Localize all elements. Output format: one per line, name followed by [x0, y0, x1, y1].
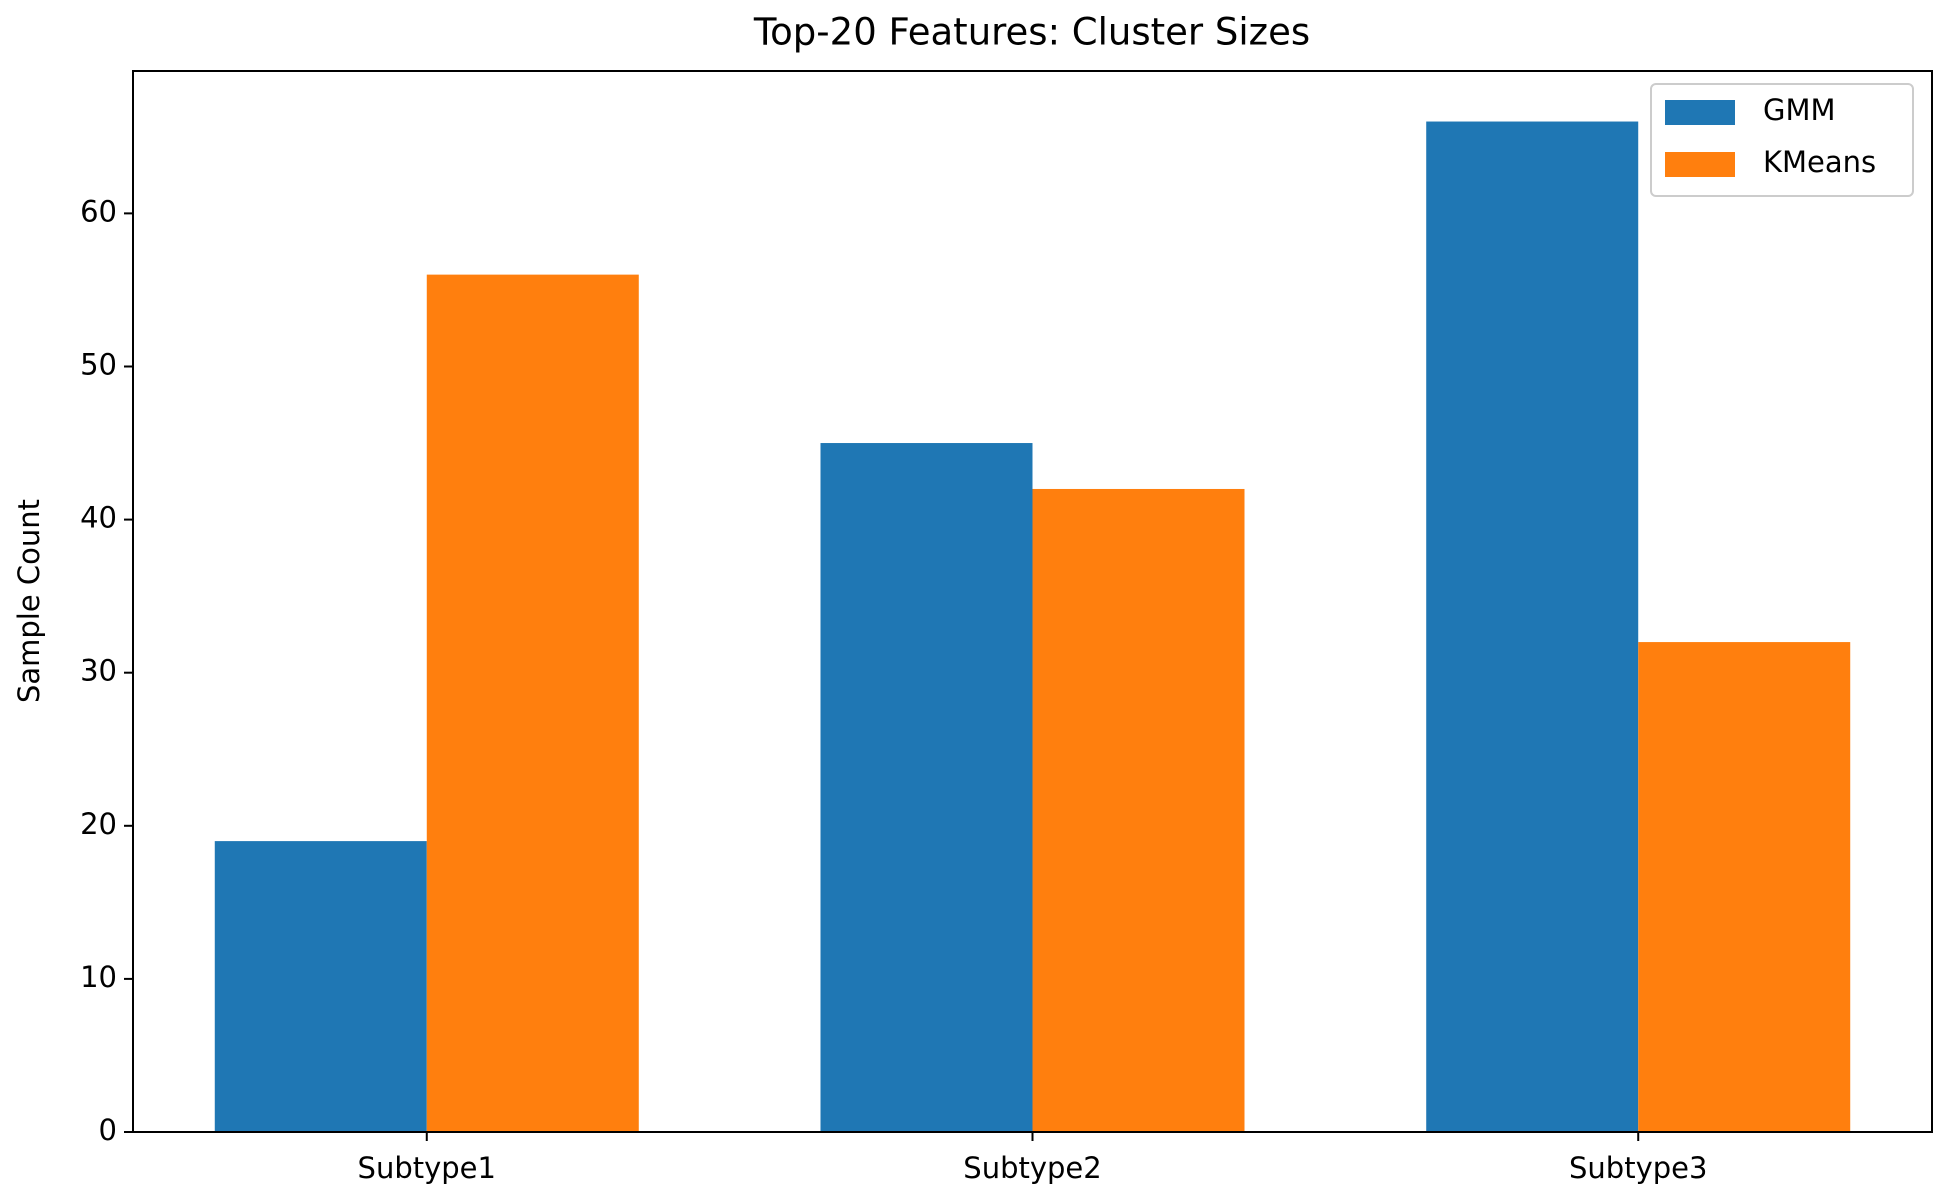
- y-tick-label: 30: [80, 654, 117, 688]
- x-tick-label: Subtype1: [358, 1151, 496, 1185]
- bar: [1426, 121, 1639, 1133]
- bar: [426, 274, 639, 1133]
- y-tick-label: 40: [80, 501, 117, 535]
- y-axis-label: Sample Count: [12, 499, 46, 703]
- bar: [1032, 488, 1245, 1132]
- y-tick-label: 20: [80, 807, 117, 841]
- y-tick-label: 0: [99, 1113, 117, 1147]
- plot-frame: [132, 70, 1933, 1133]
- bar: [1638, 642, 1851, 1132]
- x-tick-label: Subtype2: [963, 1151, 1101, 1185]
- legend-swatch: [1665, 152, 1735, 177]
- x-tick-label: Subtype3: [1569, 1151, 1707, 1185]
- bar: [820, 443, 1033, 1133]
- legend-swatch: [1665, 100, 1735, 125]
- y-tick-label: 60: [80, 194, 117, 228]
- legend-label: GMM: [1763, 93, 1836, 127]
- chart-title: Top-20 Features: Cluster Sizes: [753, 11, 1310, 54]
- legend-label: KMeans: [1763, 145, 1876, 179]
- y-tick-label: 50: [80, 347, 117, 381]
- y-tick-label: 10: [80, 960, 117, 994]
- bar: [214, 841, 427, 1132]
